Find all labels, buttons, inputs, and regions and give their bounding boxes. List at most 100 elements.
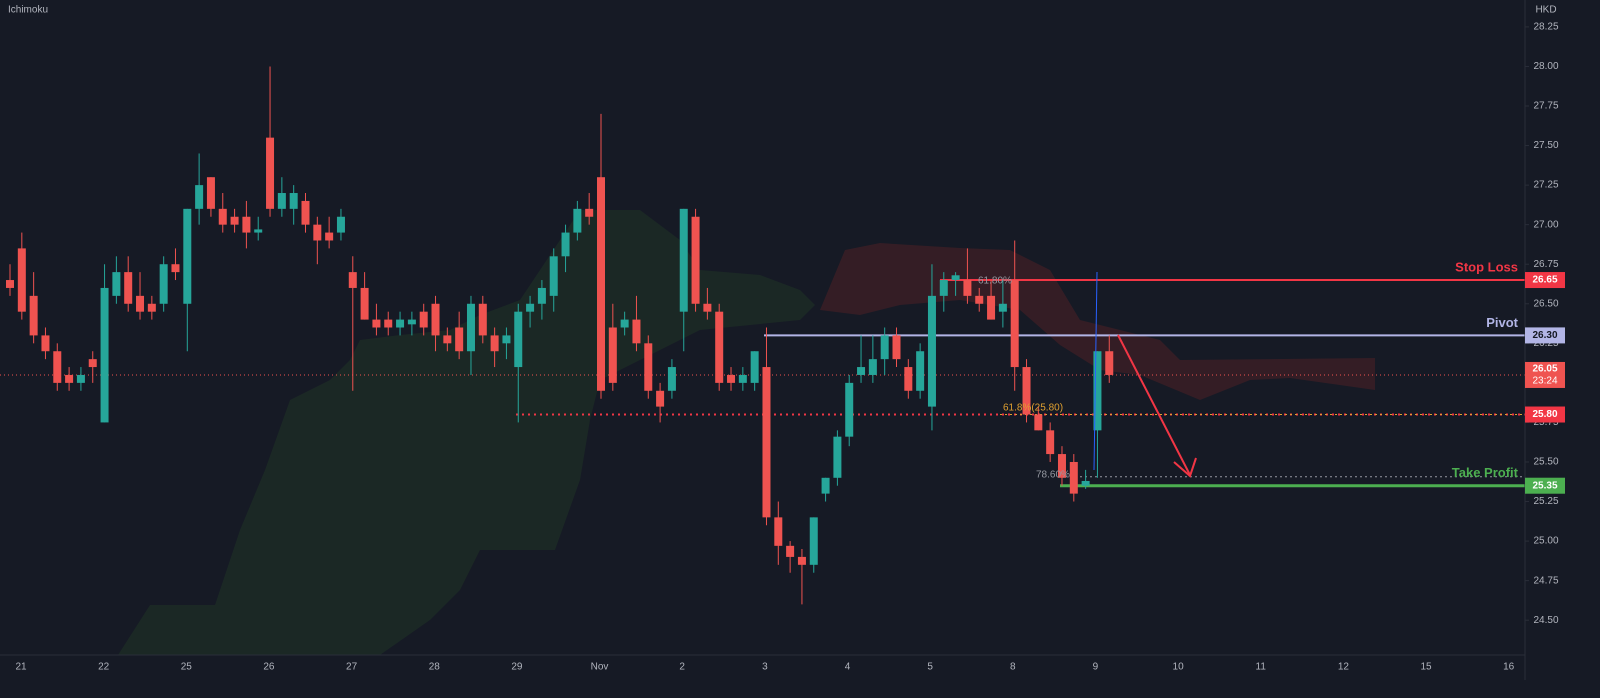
candle-body [100, 287, 109, 423]
x-tick-label: 15 [1420, 662, 1432, 673]
candle-body [537, 287, 546, 304]
x-tick-label: 25 [181, 662, 193, 673]
candle-body [443, 335, 452, 344]
candle-body [821, 477, 830, 494]
x-tick-label: 8 [1010, 662, 1016, 673]
candle-body [360, 287, 369, 320]
candle-body [325, 232, 334, 241]
y-tick-label: 24.50 [1533, 615, 1558, 626]
candle-body [526, 303, 535, 312]
candle-body [975, 295, 984, 304]
candle-body [76, 374, 85, 383]
candle-body [951, 275, 960, 281]
candle-body [29, 295, 38, 336]
candle-body [585, 208, 594, 217]
level-tag-label: 26.65 [1532, 275, 1557, 286]
y-tick-label: 28.00 [1533, 61, 1558, 72]
candle-body [171, 264, 180, 273]
candle-body [1057, 454, 1066, 478]
x-tick-label: 28 [429, 662, 441, 673]
levels: Stop Loss Pivot Take Profit [0, 259, 1525, 488]
candle-body [703, 303, 712, 312]
candle-body [786, 545, 795, 557]
y-tick-label: 27.00 [1533, 219, 1558, 230]
candle-body [41, 335, 50, 352]
fib-label: 61.8%(25.80) [1003, 403, 1063, 414]
candle-body [419, 311, 428, 328]
candle-body [1105, 351, 1114, 375]
y-tick-label: 24.75 [1533, 575, 1558, 586]
y-tick-label: 26.50 [1533, 298, 1558, 309]
ichimoku-cloud-bull [118, 210, 815, 655]
x-tick-label: 21 [15, 662, 27, 673]
x-tick-label: 26 [263, 662, 275, 673]
y-tick-label: 25.00 [1533, 536, 1558, 547]
candle-body [727, 374, 736, 383]
candle-body [218, 208, 227, 225]
candle-body [797, 556, 806, 565]
candle-body [987, 295, 996, 320]
countdown-label: 23:24 [1532, 376, 1557, 387]
candle-body [916, 351, 925, 391]
candle-body [455, 327, 464, 352]
fib-line [1093, 271, 1098, 471]
candle-body [396, 319, 405, 328]
candle-body [1046, 430, 1055, 455]
candle-body [384, 319, 393, 328]
candle-body [1034, 414, 1043, 431]
x-tick-label: 2 [679, 662, 685, 673]
candle-body [750, 351, 759, 383]
candle-body [1022, 367, 1031, 415]
candle-body [644, 343, 653, 391]
level-tag [1525, 327, 1565, 344]
candle-body [691, 216, 700, 304]
candle-body [112, 272, 121, 296]
candle-body [195, 185, 204, 209]
candle-body [1093, 351, 1102, 431]
candle-body [620, 319, 629, 328]
candle-body [549, 256, 558, 296]
candle-body [963, 280, 972, 296]
candle-body [845, 382, 854, 437]
candle-body [1010, 280, 1019, 368]
candle-body [502, 335, 511, 344]
level-tag [1525, 272, 1565, 289]
candle-body [431, 303, 440, 336]
candle-body [478, 303, 487, 336]
candle-body [762, 367, 771, 518]
candle-body [667, 367, 676, 391]
x-tick-label: 5 [927, 662, 933, 673]
level-name: Take Profit [1452, 465, 1519, 480]
x-tick-label: Nov [591, 662, 609, 673]
candle-body [514, 311, 523, 368]
candle-body [656, 390, 665, 407]
candle-body [254, 229, 263, 233]
level-tag-label: 25.35 [1532, 480, 1557, 491]
y-tick-label: 25.50 [1533, 457, 1558, 468]
candle-body [147, 303, 156, 312]
candle-body [1081, 480, 1090, 486]
candle-body [242, 216, 251, 233]
candle-body [6, 280, 14, 288]
candle-body [53, 351, 62, 383]
candle-body [573, 208, 582, 233]
level-tag-label: 26.30 [1532, 330, 1557, 341]
candle-body [738, 374, 747, 383]
level-name: Pivot [1486, 315, 1518, 330]
level-tag [1525, 477, 1565, 494]
candle-body [65, 374, 74, 383]
level-tag [1525, 406, 1565, 423]
candle-body [880, 335, 889, 360]
candle-body [868, 359, 877, 375]
candle-body [301, 200, 310, 225]
current-price-label: 26.05 [1532, 364, 1557, 375]
candle-body [679, 208, 688, 312]
x-tick-label: 29 [511, 662, 523, 673]
x-tick-label: 22 [98, 662, 110, 673]
candle-body [88, 359, 97, 368]
candle-body [466, 303, 475, 352]
candle-body [857, 367, 866, 375]
ichimoku-cloud-bear [820, 243, 1375, 400]
x-tick-label: 3 [762, 662, 768, 673]
